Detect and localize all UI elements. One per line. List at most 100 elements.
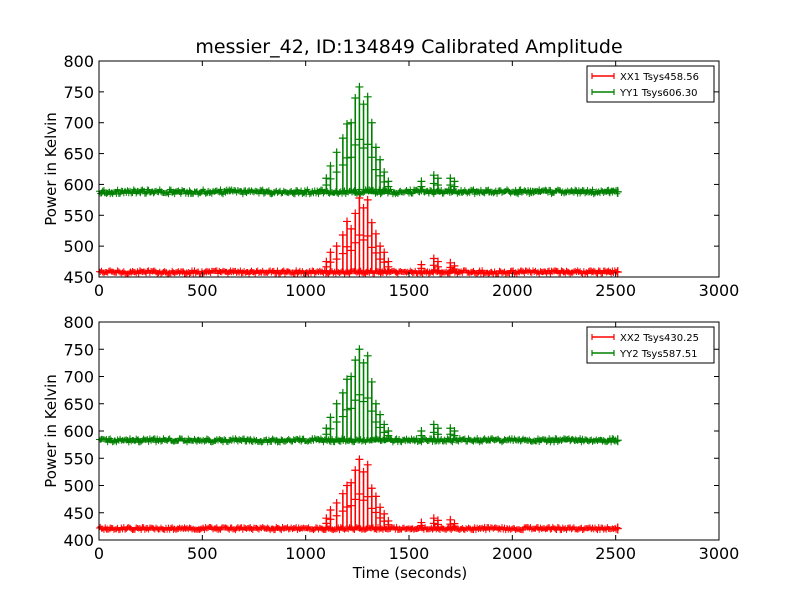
series-1	[96, 194, 622, 278]
legend-label: XX1 Tsys458.56	[620, 72, 699, 83]
series-end-marker	[613, 186, 622, 197]
spike-marker-1	[322, 174, 331, 183]
spike-marker-19	[446, 174, 455, 183]
spike-marker-4	[338, 231, 347, 240]
spike-marker-15	[384, 516, 393, 525]
spike-marker-13	[376, 155, 385, 164]
spike-marker-19	[446, 515, 455, 524]
spike-marker-10	[363, 351, 372, 360]
spike-marker-18	[433, 424, 442, 433]
spike-marker-18	[433, 174, 442, 183]
spike-marker-13	[376, 242, 385, 251]
spike-marker-20	[450, 427, 459, 435]
spike-marker-17	[429, 420, 438, 429]
spike-marker-2	[326, 413, 335, 422]
y-tick-label: 500	[63, 477, 94, 496]
spike-marker-3	[332, 399, 341, 408]
series-end-marker	[613, 435, 622, 446]
y-tick-label: 650	[63, 145, 94, 164]
spike-marker-17	[429, 514, 438, 523]
legend-box	[586, 65, 715, 103]
spike-marker-4	[338, 489, 347, 498]
y-tick-label: 500	[63, 237, 94, 256]
spike-marker-7	[351, 466, 360, 475]
x-tick-label: 0	[94, 281, 104, 300]
spike-marker-13	[376, 410, 385, 419]
spike-marker-10	[363, 460, 372, 469]
x-tick-label: 1500	[389, 281, 430, 300]
top-plot: 0 500 1000 1500 2000 2500 3000 450 500 550 600 650 7…	[42, 52, 739, 300]
spike-marker-6	[347, 372, 356, 381]
spike-marker-11	[367, 218, 376, 227]
x-axis-label: Time (seconds)	[352, 564, 468, 582]
spike-marker-3	[332, 148, 341, 157]
spike-marker-9	[359, 203, 368, 212]
bottom-plot: 0 500 1000 1500 2000 2500 3000 400 450 500 550 600 6…	[42, 313, 739, 563]
chart-title: messier_42, ID:134849 Calibrated Amplitu…	[195, 36, 622, 58]
legend-swatch-marker	[591, 73, 615, 79]
legend-label: YY2 Tsys587.51	[619, 349, 698, 360]
y-tick-label: 550	[63, 449, 94, 468]
y-tick-label: 600	[63, 422, 94, 441]
series-markers	[96, 186, 621, 198]
x-tick-label: 500	[187, 544, 218, 563]
y-tick-label: 650	[63, 395, 94, 414]
y-tick-label: 800	[63, 52, 94, 71]
spike-marker-5	[343, 217, 351, 226]
y-tick-label: 700	[63, 368, 94, 387]
spike-marker-12	[371, 143, 380, 152]
x-tick-label: 2500	[595, 544, 636, 563]
y-tick-label: 600	[63, 175, 94, 194]
spike-marker-16	[417, 177, 426, 186]
x-tick-label: 500	[187, 281, 218, 300]
spike-marker-12	[371, 399, 380, 408]
series-2	[96, 82, 622, 198]
legend-label: YY1 Tsys606.30	[619, 88, 698, 99]
spike-marker-2	[326, 248, 335, 257]
series-end-marker	[613, 267, 622, 278]
spike-marker-2	[326, 161, 335, 170]
spike-marker-7	[351, 209, 360, 218]
spike-marker-8	[355, 194, 364, 203]
x-tick-label: 2000	[492, 281, 533, 300]
y-axis-label: Power in Kelvin	[42, 374, 60, 488]
series-4	[96, 345, 622, 446]
spike-marker-11	[367, 377, 376, 386]
spike-marker-19	[446, 258, 455, 267]
spike-marker-15	[384, 427, 393, 435]
legend: XX2 Tsys430.25 YY2 Tsys587.51	[586, 326, 715, 364]
spike-marker-9	[359, 100, 368, 109]
series-markers	[96, 523, 621, 534]
spike-marker-10	[363, 92, 372, 101]
legend-swatch-marker	[591, 89, 615, 95]
spike-marker-2	[326, 506, 335, 515]
y-tick-label: 750	[63, 83, 94, 102]
x-tick-label: 3000	[699, 544, 740, 563]
spike-marker-20	[450, 177, 459, 186]
series-markers	[96, 267, 621, 277]
spike-marker-5	[343, 375, 351, 384]
spike-marker-12	[371, 492, 380, 501]
spike-marker-8	[355, 345, 364, 354]
spike-marker-3	[332, 242, 341, 251]
y-tick-label: 800	[63, 313, 94, 332]
legend-swatch-marker	[591, 350, 615, 356]
spike-marker-1	[322, 257, 331, 266]
spike-marker-4	[338, 388, 347, 397]
spike-marker-9	[359, 467, 368, 476]
spike-marker-13	[376, 503, 385, 512]
x-tick-label: 1000	[285, 281, 326, 300]
spike-marker-18	[433, 257, 442, 266]
spike-marker-18	[433, 516, 442, 525]
spike-marker-17	[429, 171, 438, 180]
y-tick-label: 450	[63, 268, 94, 287]
spike-marker-6	[347, 118, 356, 127]
spike-marker-3	[332, 498, 341, 507]
x-tick-label: 1000	[285, 544, 326, 563]
x-tick-label: 3000	[699, 281, 740, 300]
spike-marker-8	[355, 82, 364, 91]
y-tick-label: 700	[63, 114, 94, 133]
spike-marker-19	[446, 424, 455, 433]
spike-marker-4	[338, 134, 347, 143]
x-tick-label: 2000	[492, 544, 533, 563]
